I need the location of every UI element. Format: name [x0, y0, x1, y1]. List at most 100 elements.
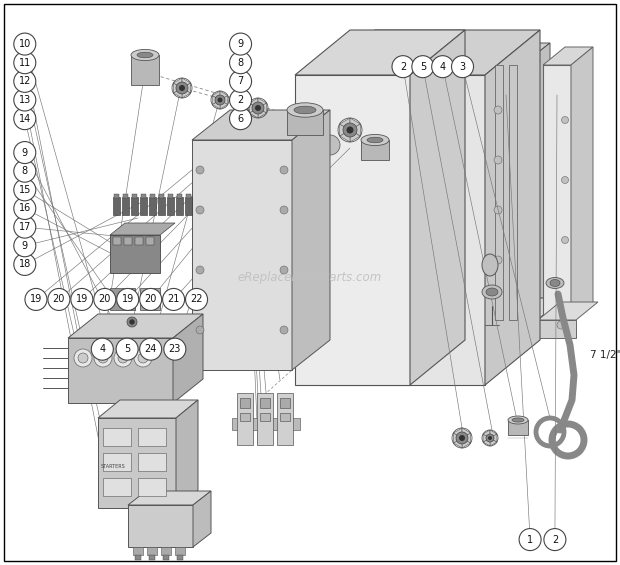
Polygon shape [176, 400, 198, 508]
Circle shape [412, 56, 434, 77]
Circle shape [343, 123, 357, 137]
Bar [124, 237, 132, 245]
Text: 21: 21 [167, 294, 180, 305]
Circle shape [14, 108, 36, 129]
Polygon shape [68, 314, 203, 338]
Bar [135, 237, 143, 245]
Text: 2: 2 [237, 95, 244, 105]
Bar [146, 237, 154, 245]
Bar [114, 194, 119, 198]
Polygon shape [220, 91, 228, 100]
Circle shape [71, 289, 93, 310]
Polygon shape [483, 438, 490, 446]
Bar [175, 547, 185, 555]
Circle shape [280, 266, 288, 274]
Polygon shape [192, 110, 330, 140]
Text: 2: 2 [400, 62, 406, 72]
Circle shape [218, 98, 223, 102]
Ellipse shape [512, 418, 524, 422]
Bar [240, 398, 250, 408]
Polygon shape [490, 438, 497, 446]
Polygon shape [485, 30, 540, 385]
Circle shape [14, 254, 36, 275]
Circle shape [215, 95, 225, 105]
Text: 2: 2 [552, 534, 558, 545]
Polygon shape [174, 78, 182, 88]
Circle shape [229, 89, 252, 111]
Polygon shape [410, 30, 465, 385]
Bar [123, 194, 128, 198]
Circle shape [14, 33, 36, 55]
Circle shape [320, 135, 340, 155]
Circle shape [488, 436, 492, 440]
Circle shape [91, 338, 113, 360]
Polygon shape [110, 223, 175, 235]
Circle shape [280, 326, 288, 334]
Bar [122, 197, 129, 215]
Text: 20: 20 [144, 294, 157, 305]
Text: 14: 14 [19, 114, 31, 124]
Circle shape [557, 321, 565, 329]
Bar [128, 505, 193, 547]
Ellipse shape [131, 49, 159, 60]
Circle shape [116, 338, 138, 360]
Circle shape [494, 106, 502, 114]
Circle shape [229, 33, 252, 55]
Circle shape [25, 289, 47, 310]
Bar [495, 65, 503, 320]
Bar [508, 420, 528, 435]
Bar [186, 194, 191, 198]
Polygon shape [571, 47, 593, 320]
Polygon shape [182, 83, 191, 93]
Circle shape [196, 166, 204, 174]
Bar [140, 197, 147, 215]
Bar [260, 398, 270, 408]
Circle shape [432, 56, 454, 77]
Ellipse shape [367, 137, 383, 143]
Text: 3: 3 [459, 62, 466, 72]
Polygon shape [295, 30, 465, 75]
Bar [131, 55, 159, 85]
Bar [159, 194, 164, 198]
Polygon shape [128, 491, 211, 505]
Text: 19: 19 [30, 294, 42, 305]
Circle shape [14, 198, 36, 219]
Circle shape [494, 206, 502, 214]
Bar [177, 194, 182, 198]
Polygon shape [475, 298, 565, 320]
Bar [280, 413, 290, 421]
Bar [509, 65, 517, 320]
Bar [361, 140, 389, 160]
Polygon shape [350, 118, 360, 130]
Circle shape [14, 179, 36, 201]
Bar [131, 197, 138, 215]
Polygon shape [483, 434, 490, 442]
Circle shape [127, 317, 137, 327]
Circle shape [164, 338, 186, 360]
Circle shape [94, 349, 112, 367]
Ellipse shape [550, 280, 560, 286]
Circle shape [347, 127, 353, 133]
Circle shape [196, 326, 204, 334]
Bar [113, 237, 121, 245]
Polygon shape [258, 108, 267, 118]
Polygon shape [174, 88, 182, 98]
Bar [320, 75, 485, 385]
Text: 4: 4 [99, 344, 105, 354]
Bar [192, 140, 292, 370]
Text: 9: 9 [237, 39, 244, 49]
Text: 20: 20 [99, 294, 111, 305]
Polygon shape [340, 130, 350, 142]
Bar [163, 555, 169, 560]
Ellipse shape [546, 277, 564, 289]
Bar [110, 288, 135, 310]
Text: 9: 9 [22, 147, 28, 158]
Circle shape [176, 82, 188, 94]
Ellipse shape [294, 106, 316, 114]
Polygon shape [340, 118, 350, 130]
Text: 8: 8 [237, 58, 244, 68]
Text: 9: 9 [22, 241, 28, 251]
Bar [260, 413, 270, 421]
Polygon shape [292, 110, 330, 370]
Text: 6: 6 [237, 114, 244, 124]
